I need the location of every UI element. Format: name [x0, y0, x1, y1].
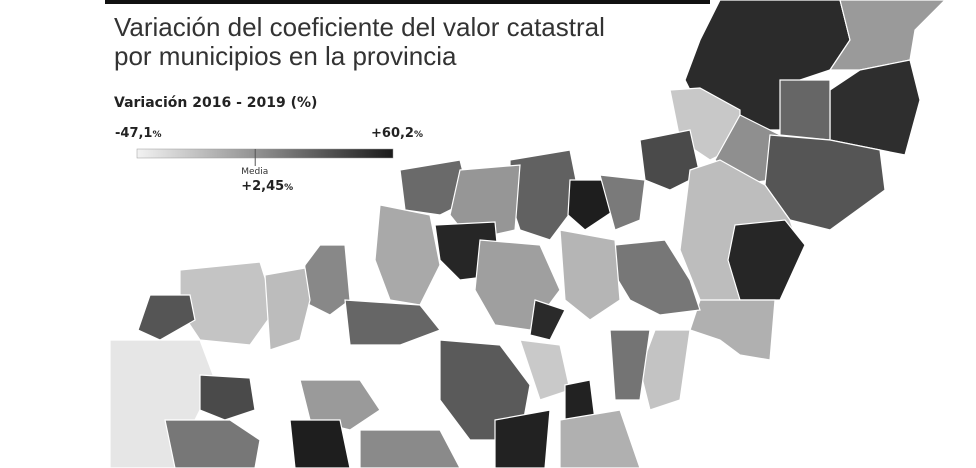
scale-value: +60,2 — [371, 126, 414, 141]
scale-label: +60,2% — [371, 126, 423, 141]
title-line: por municipios en la provincia — [114, 41, 457, 71]
scale-unit: % — [414, 130, 423, 140]
color-scale — [136, 148, 394, 159]
title-backdrop — [105, 8, 585, 70]
top-rule — [105, 0, 710, 4]
legend-title: Variación 2016 - 2019 (%) — [114, 95, 317, 111]
scale-value: -47,1 — [115, 126, 152, 141]
scale-label: -47,1% — [115, 126, 162, 141]
scale-unit: % — [284, 183, 293, 193]
legend: -47,1% +60,2%Media+2,45% — [115, 126, 423, 194]
scale-value: +2,45 — [241, 179, 284, 194]
province-map — [109, 0, 946, 468]
mean-name: Media — [241, 167, 268, 177]
scale-unit: % — [152, 130, 161, 140]
scale-label: +2,45% — [241, 179, 293, 194]
title-line: Variación del coeficiente del valor cata… — [114, 12, 605, 42]
